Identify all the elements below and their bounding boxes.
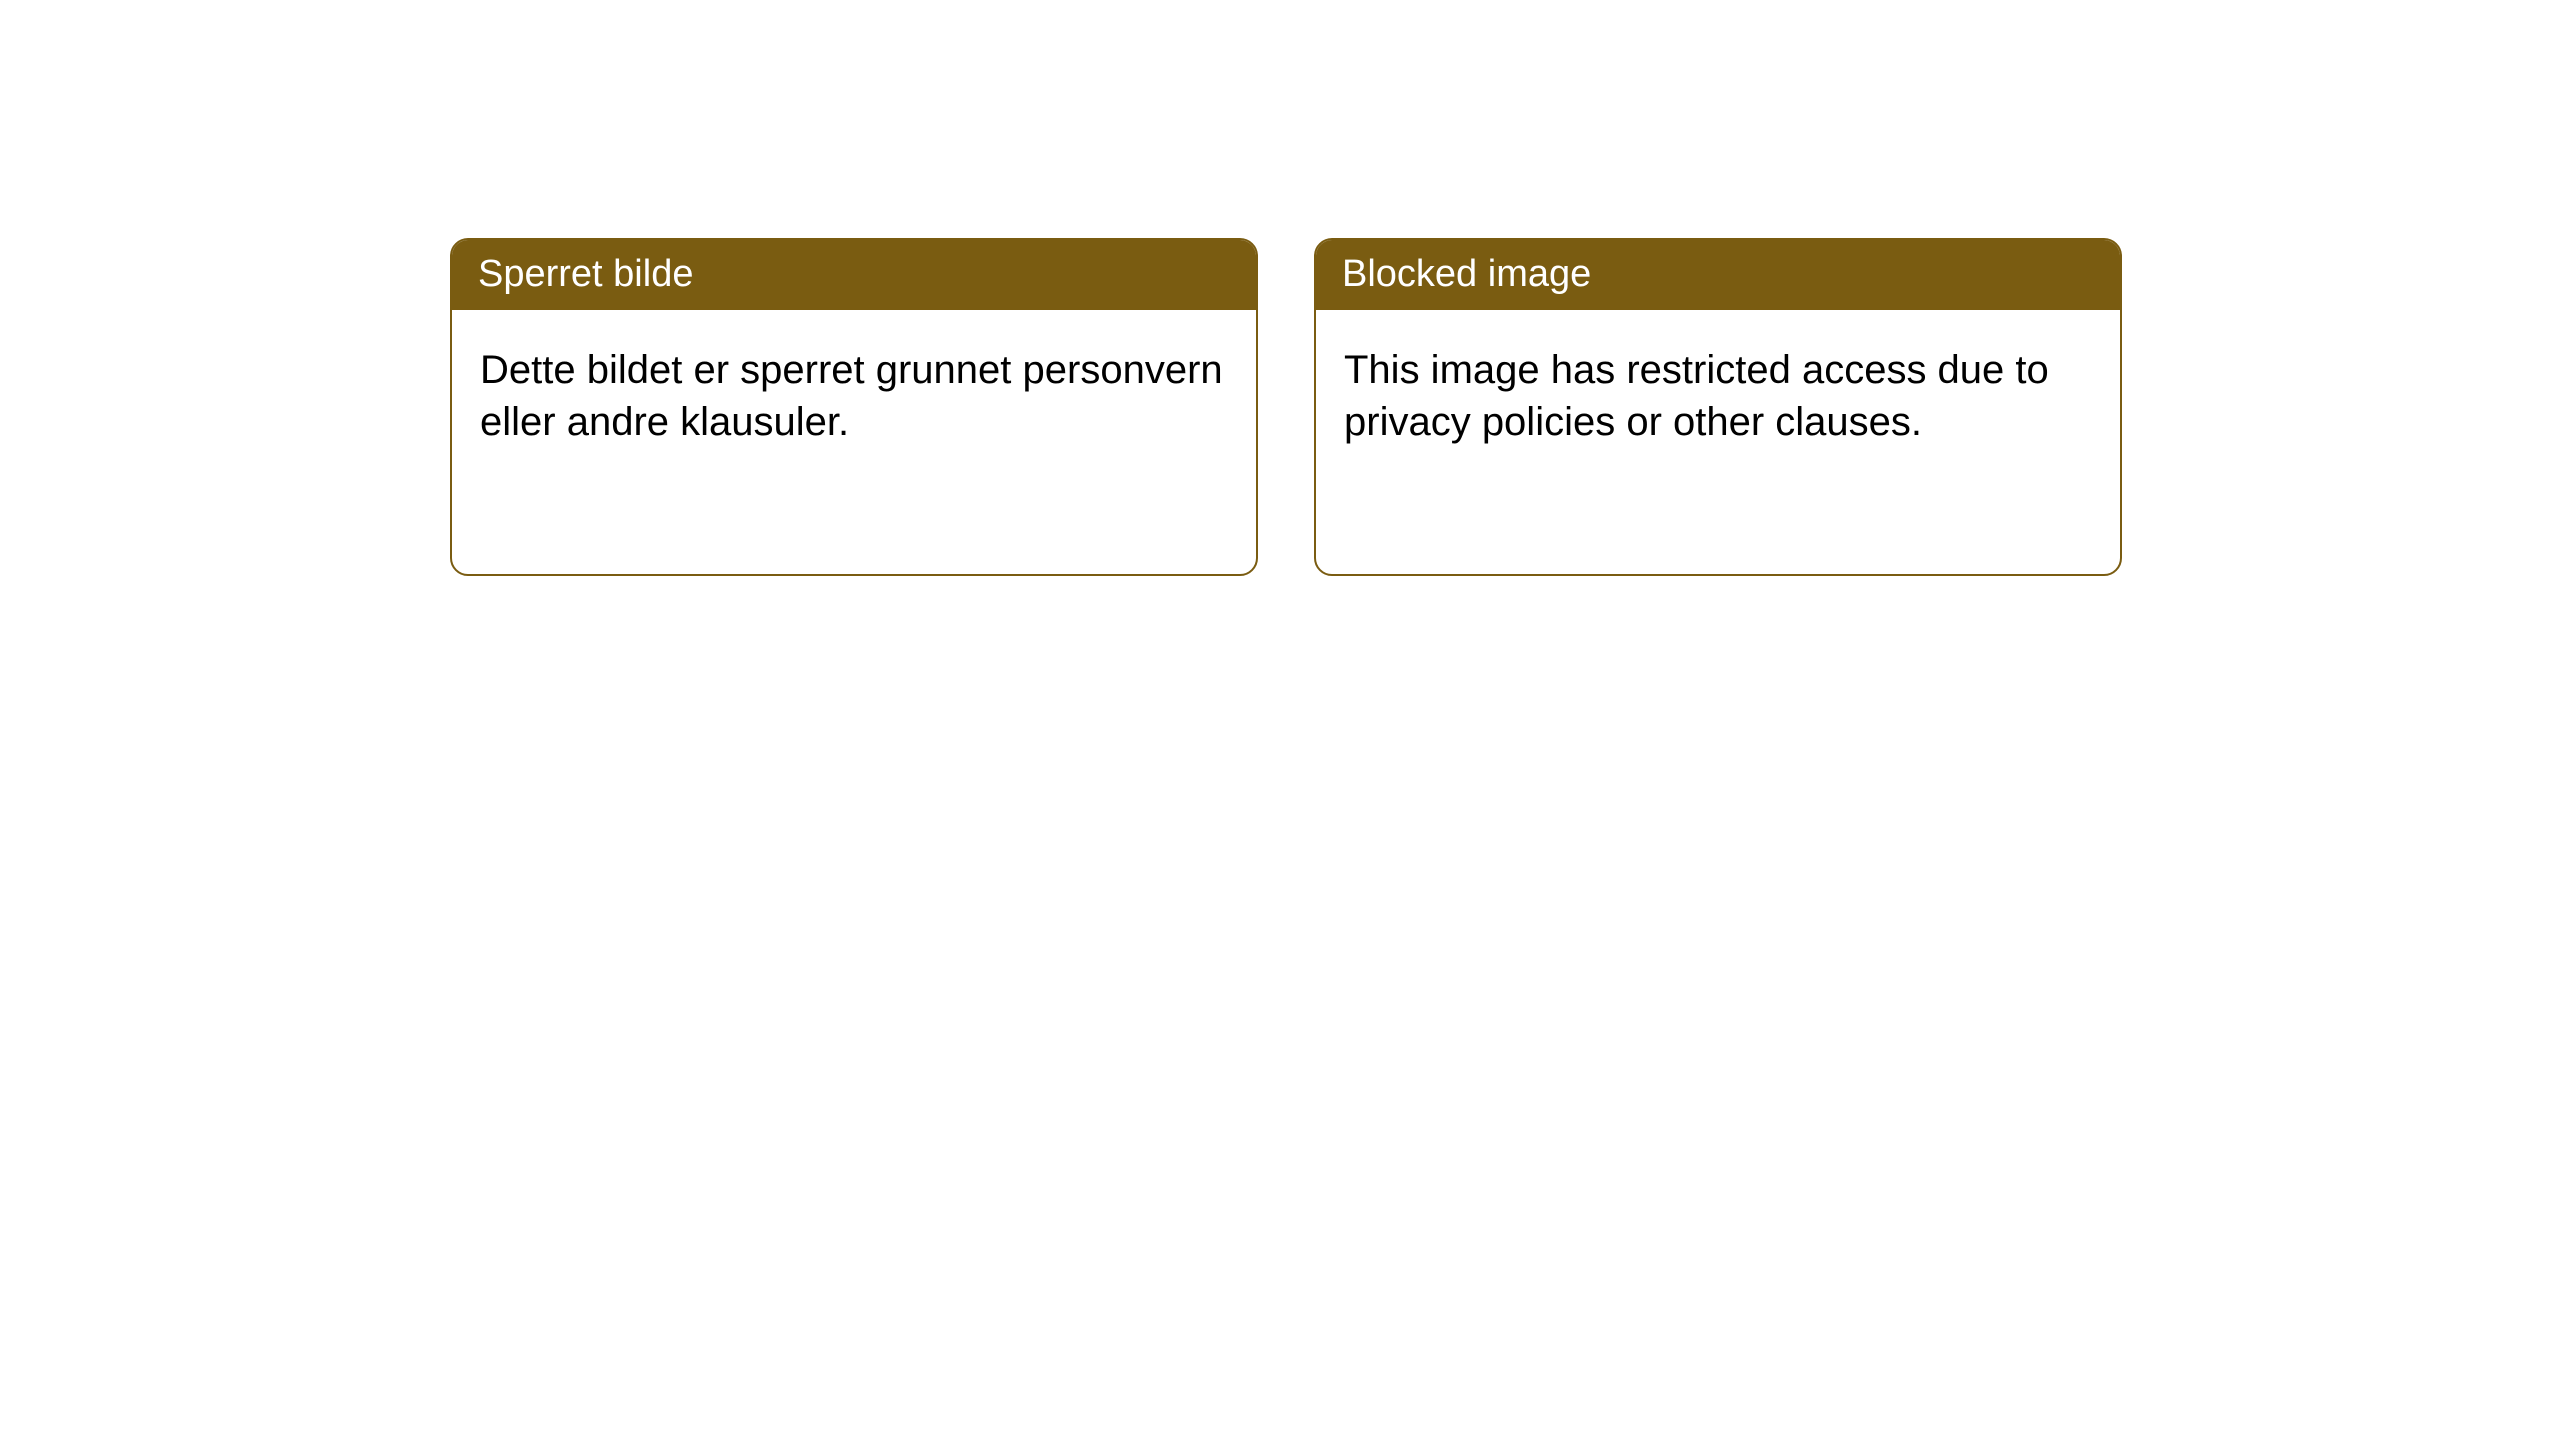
notice-card-english: Blocked image This image has restricted … xyxy=(1314,238,2122,576)
notice-card-norwegian: Sperret bilde Dette bildet er sperret gr… xyxy=(450,238,1258,576)
notice-header: Blocked image xyxy=(1316,240,2120,310)
notice-header: Sperret bilde xyxy=(452,240,1256,310)
notice-container: Sperret bilde Dette bildet er sperret gr… xyxy=(0,0,2560,576)
notice-title: Sperret bilde xyxy=(478,253,693,295)
notice-title: Blocked image xyxy=(1342,253,1591,295)
notice-body: Dette bildet er sperret grunnet personve… xyxy=(452,310,1256,484)
notice-body-text: Dette bildet er sperret grunnet personve… xyxy=(480,348,1223,445)
notice-body-text: This image has restricted access due to … xyxy=(1344,348,2049,445)
notice-body: This image has restricted access due to … xyxy=(1316,310,2120,484)
